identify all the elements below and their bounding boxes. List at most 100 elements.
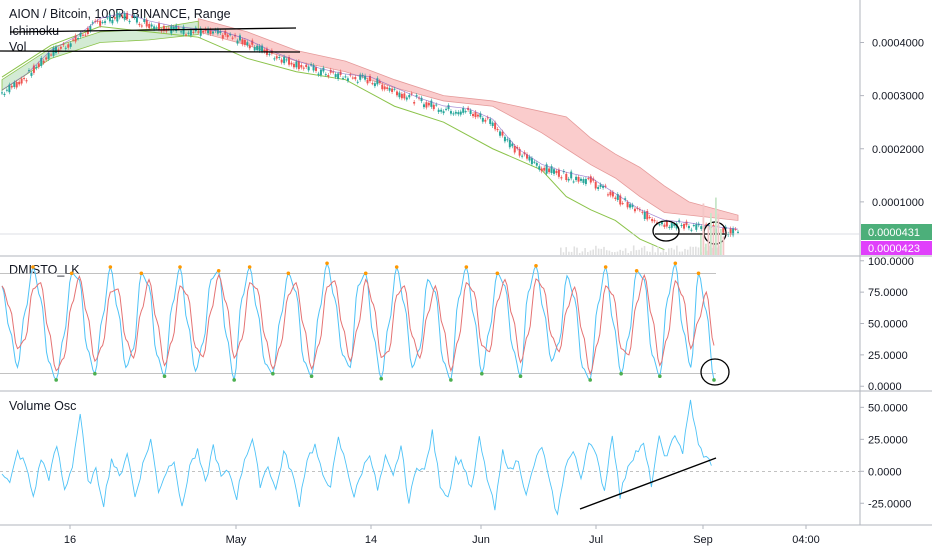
candle xyxy=(594,181,597,189)
stoch-oversold-dot xyxy=(232,378,236,382)
candle xyxy=(373,83,376,87)
candle xyxy=(643,211,646,219)
candle xyxy=(35,66,38,69)
volume-bar xyxy=(562,252,565,255)
candle xyxy=(20,78,23,84)
candle xyxy=(288,57,291,65)
candle xyxy=(224,30,227,35)
candle xyxy=(565,173,568,181)
stoch-oversold-dot xyxy=(379,376,384,381)
volume-bar xyxy=(641,247,643,255)
candle xyxy=(673,224,676,226)
candle xyxy=(501,131,504,136)
candle xyxy=(464,111,467,113)
candle xyxy=(415,95,418,97)
time-tick-label: Sep xyxy=(693,534,713,546)
candle xyxy=(577,176,580,182)
volume-bar xyxy=(560,247,562,255)
candle xyxy=(447,105,450,110)
candle xyxy=(238,35,241,41)
volume-bar xyxy=(702,203,705,255)
last-price-label: 0.0000423 xyxy=(868,243,920,255)
candle xyxy=(388,87,391,91)
candle xyxy=(469,110,472,114)
candle xyxy=(616,194,619,200)
candle xyxy=(560,177,563,179)
candle xyxy=(297,61,300,70)
indicator-ichimoku-label[interactable]: Ichimoku xyxy=(9,24,60,38)
candle xyxy=(15,81,18,88)
volume-bar xyxy=(570,251,573,255)
candle xyxy=(47,52,50,59)
candle xyxy=(641,211,644,213)
candle xyxy=(69,43,72,47)
candle xyxy=(486,117,489,119)
candle xyxy=(81,34,84,36)
candle xyxy=(734,228,737,230)
candle xyxy=(408,95,411,98)
candle xyxy=(369,75,371,82)
candle xyxy=(153,26,156,30)
stoch-oversold-dot xyxy=(309,374,314,378)
time-tick-label: Jul xyxy=(589,534,603,546)
candle xyxy=(27,70,30,72)
candle xyxy=(145,19,148,27)
stoch-d-line xyxy=(1,273,715,376)
candle xyxy=(261,45,264,52)
stoch-oversold-dot xyxy=(658,374,662,378)
stoch-tick-label: 0.0000 xyxy=(868,381,902,393)
candle xyxy=(633,208,636,212)
candle xyxy=(538,166,541,170)
volume-osc-line xyxy=(1,399,712,516)
stoch-overbought-dot xyxy=(696,271,701,276)
candle xyxy=(268,53,271,55)
candle xyxy=(646,210,649,220)
candle xyxy=(354,77,357,80)
volume-bar xyxy=(681,251,684,255)
candle xyxy=(121,15,124,17)
stoch-overbought-dot xyxy=(31,265,35,269)
candle xyxy=(25,80,28,82)
candle xyxy=(84,34,87,36)
candle xyxy=(624,198,627,200)
candle xyxy=(606,194,609,196)
candle xyxy=(489,118,492,124)
volume-osc-title[interactable]: Volume Osc xyxy=(9,399,77,413)
volume-bar xyxy=(673,249,675,255)
candle xyxy=(629,204,632,208)
candle xyxy=(312,65,315,71)
stoch-oversold-dot xyxy=(588,378,592,382)
stoch-overbought-dot xyxy=(673,261,678,266)
candle xyxy=(511,143,514,147)
annotation-ellipse xyxy=(700,358,730,386)
candle xyxy=(13,82,16,88)
candle xyxy=(128,20,131,23)
candle xyxy=(722,227,725,233)
volume-bar xyxy=(684,248,686,255)
price-tick-label: 0.0002000 xyxy=(872,144,924,156)
candle xyxy=(516,146,519,149)
candle xyxy=(211,31,214,34)
candle xyxy=(427,102,430,106)
candle xyxy=(305,64,308,68)
candle xyxy=(251,40,254,45)
candle xyxy=(582,179,585,183)
candle xyxy=(118,13,121,18)
volume-bar xyxy=(614,252,616,255)
candle xyxy=(653,220,656,222)
candle xyxy=(231,37,234,39)
candle xyxy=(579,178,582,181)
price-tick-label: 0.0003000 xyxy=(872,91,924,103)
candle xyxy=(283,56,286,64)
candle xyxy=(54,46,57,53)
price-tick-label: 0.0001000 xyxy=(872,197,924,209)
candle xyxy=(280,59,283,63)
candle xyxy=(364,75,367,80)
volume-bar xyxy=(722,236,725,255)
candle xyxy=(8,84,11,93)
volume-bars xyxy=(560,197,725,255)
volume-bar xyxy=(624,248,627,255)
candle xyxy=(690,229,693,231)
stoch-overbought-dot xyxy=(139,271,144,276)
